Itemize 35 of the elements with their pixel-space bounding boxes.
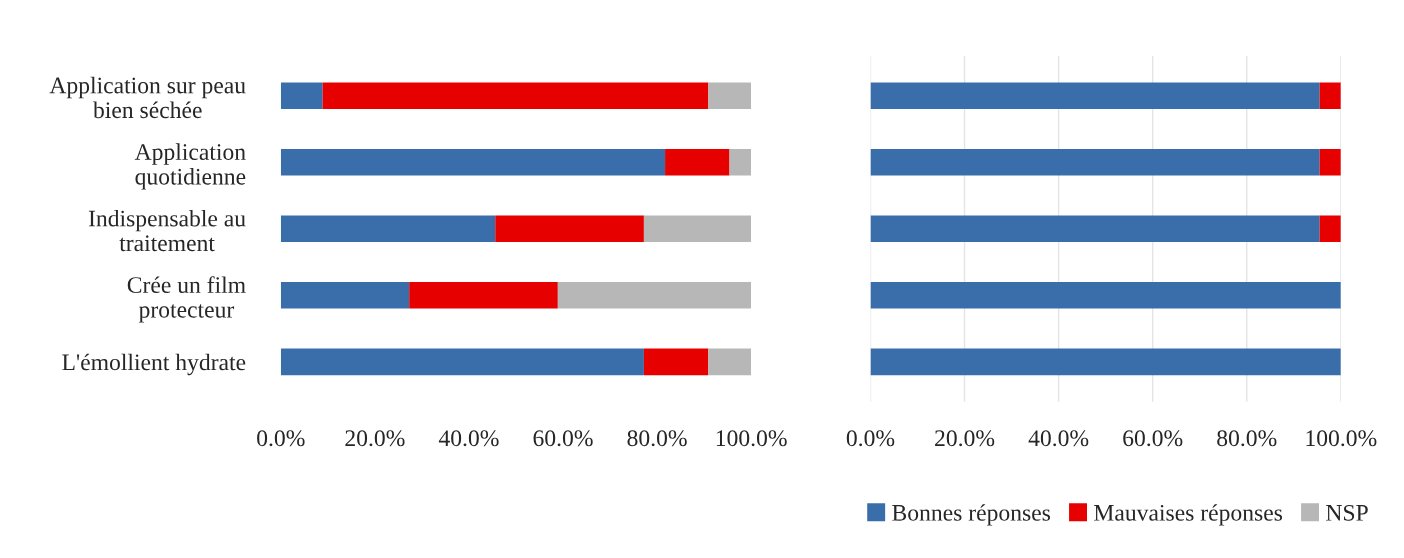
y-tick-label: Crée un film protecteur: [127, 276, 246, 323]
bar: [280, 282, 410, 309]
x-tick-label: 0.0%: [257, 430, 305, 447]
bar: [280, 82, 323, 110]
bar: [708, 348, 752, 376]
bar: [280, 148, 666, 176]
x-tick-label: 20.0%: [345, 430, 405, 447]
legend-label: NSP: [1326, 504, 1368, 521]
bar: [729, 148, 752, 176]
bar: [557, 282, 752, 309]
bar: [708, 82, 752, 110]
x-tick-label: 20.0%: [935, 430, 995, 447]
y-tick-label: Indispensable au traitement: [88, 209, 246, 252]
legend-label: Bonnes réponses: [892, 504, 1051, 526]
x-tick-label: 100.0%: [1306, 430, 1377, 447]
x-tick-label: 0.0%: [846, 430, 895, 447]
y-tick-label: Application quotidienne: [134, 143, 246, 190]
x-tick-label: 80.0%: [627, 430, 687, 447]
x-tick-label: 40.0%: [1028, 430, 1089, 447]
bar: [643, 215, 752, 243]
legend-label: Mauvaises réponses: [1094, 504, 1283, 526]
x-tick-label: 60.0%: [533, 430, 593, 447]
y-tick-label: Application sur peau bien séchée: [49, 76, 246, 119]
x-tick-label: 60.0%: [1123, 430, 1183, 447]
x-tick-label: 80.0%: [1217, 430, 1277, 447]
bar: [495, 215, 644, 243]
x-tick-label: 100.0%: [716, 430, 787, 447]
bar: [665, 148, 730, 176]
bar: [280, 215, 496, 243]
bar: [280, 348, 644, 376]
y-tick-label: L'émollient hydrate: [62, 353, 246, 376]
bar: [643, 348, 709, 376]
bar: [322, 82, 709, 110]
bar: [409, 282, 558, 309]
x-tick-label: 40.0%: [438, 430, 499, 447]
